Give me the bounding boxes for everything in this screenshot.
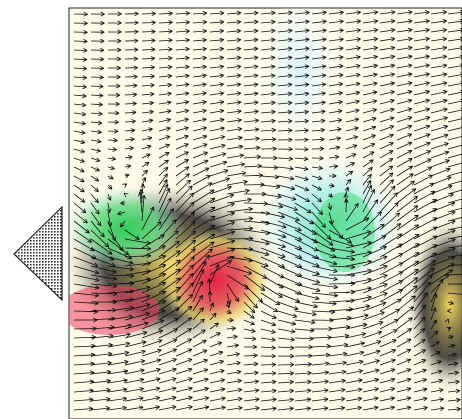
page: (() => { const g = document.getElementBy… <box>0 0 462 419</box>
triangle-obstacle <box>14 207 62 300</box>
flow-visualization <box>0 0 462 419</box>
